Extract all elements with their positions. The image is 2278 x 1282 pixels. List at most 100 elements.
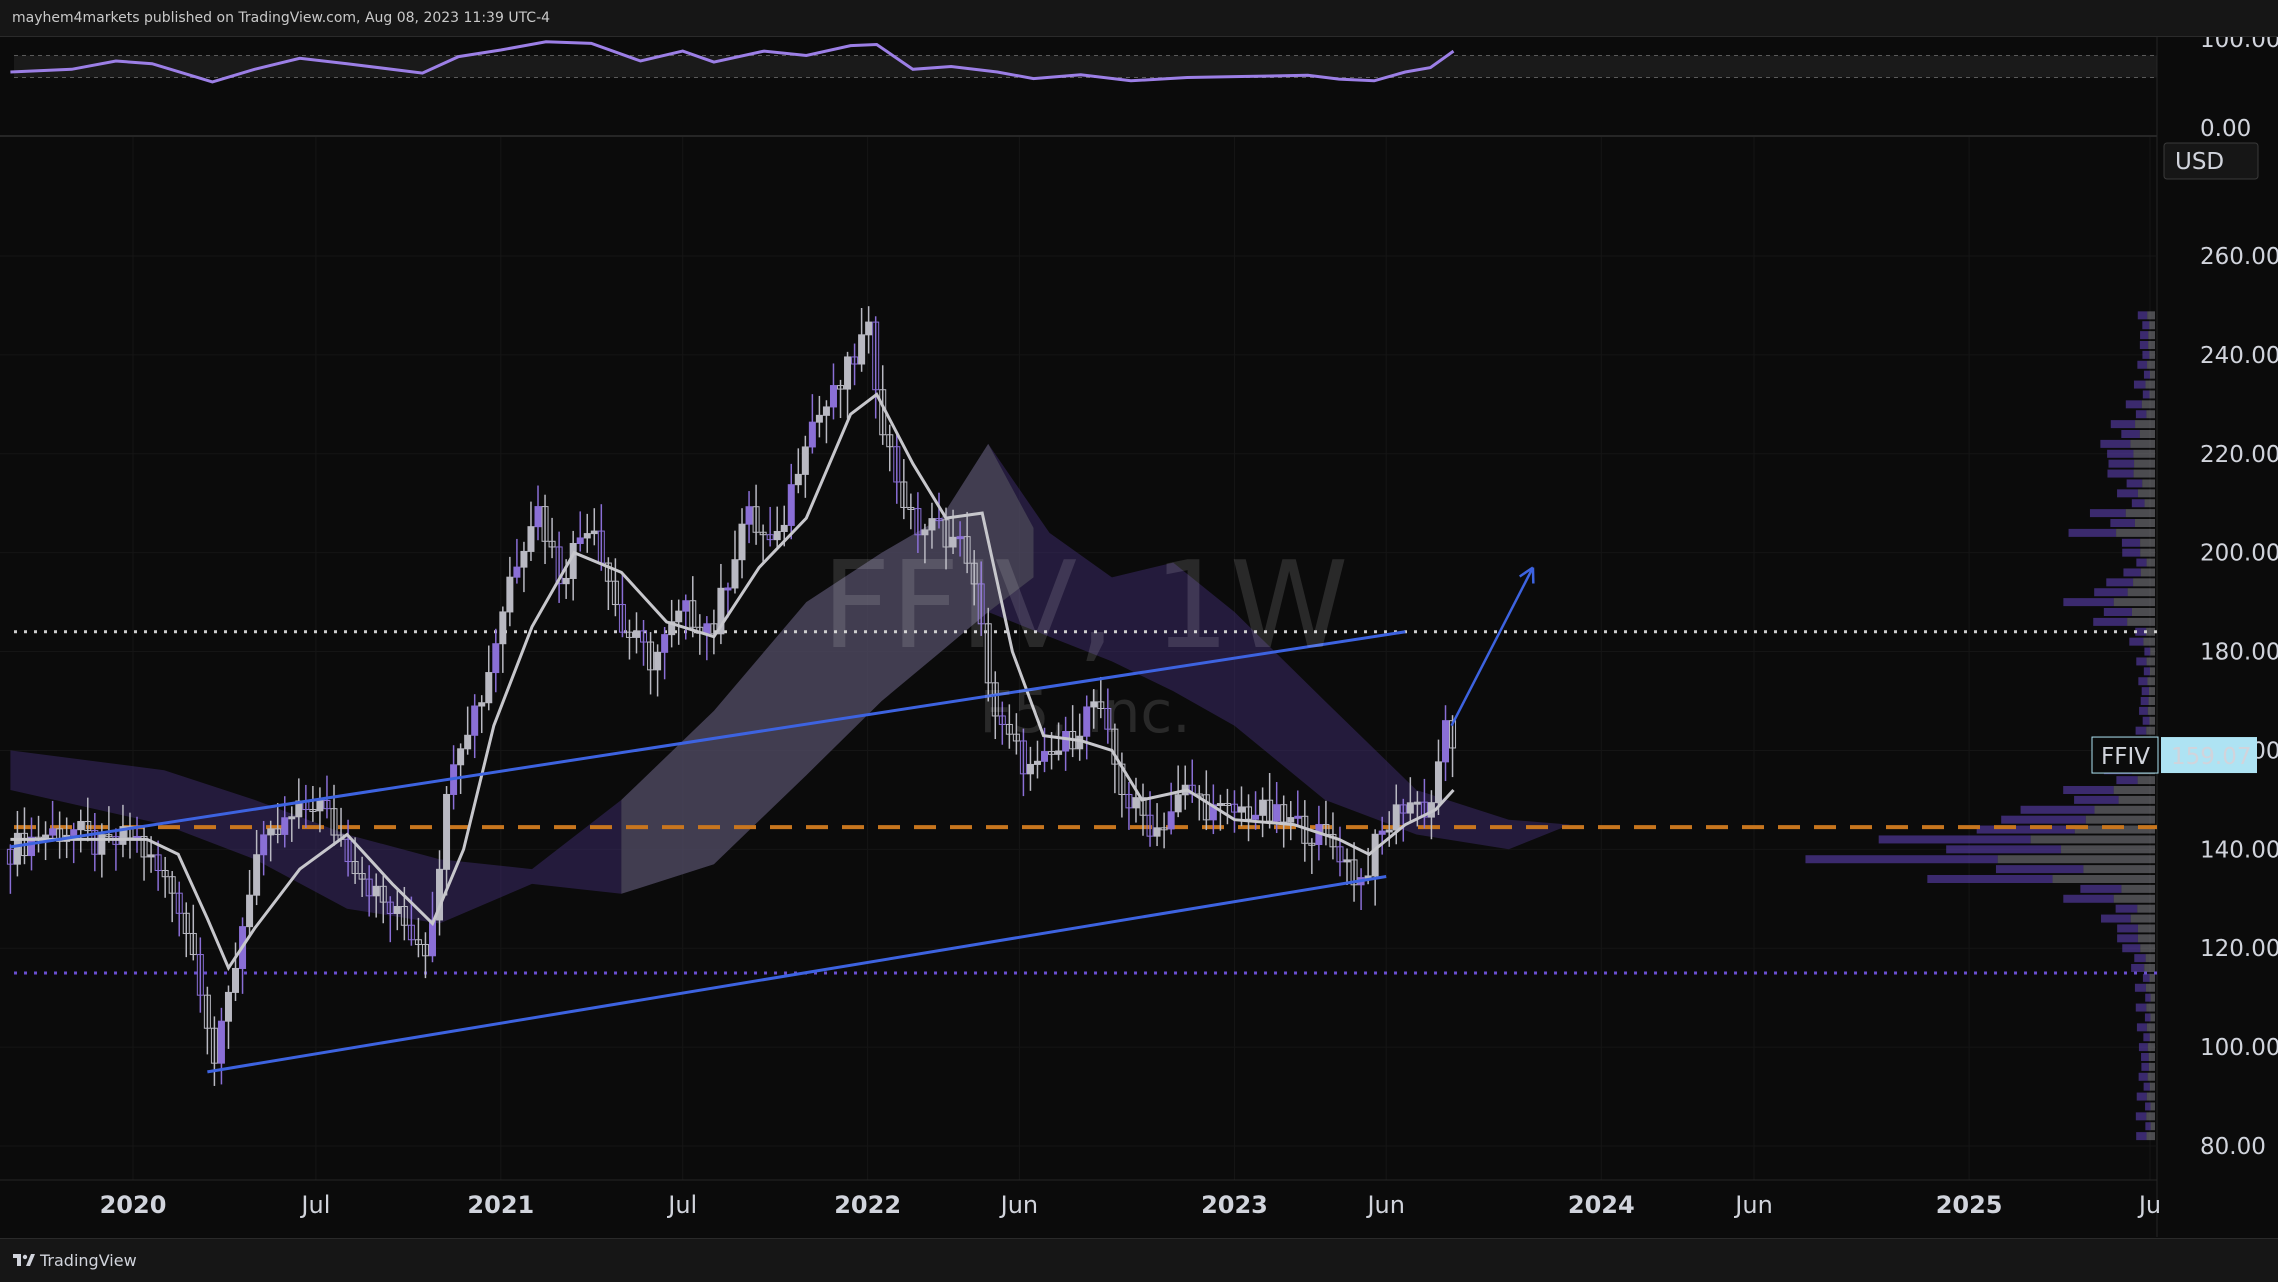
profile-bar-sell bbox=[2134, 460, 2155, 468]
candle-body bbox=[465, 735, 471, 749]
candle-body bbox=[521, 551, 527, 567]
profile-bar-sell bbox=[2128, 588, 2155, 596]
candle-body bbox=[1393, 805, 1399, 830]
profile-bar-buy bbox=[2074, 796, 2119, 804]
profile-bar-buy bbox=[2122, 549, 2140, 557]
date-tick-label: Jun bbox=[999, 1191, 1039, 1219]
profile-bar-buy bbox=[2140, 341, 2148, 349]
profile-bar-buy bbox=[2131, 964, 2144, 972]
profile-bar-sell bbox=[2146, 410, 2155, 418]
profile-bar-sell bbox=[2114, 895, 2155, 903]
date-tick-label: Ju bbox=[2137, 1191, 2161, 1219]
candle-body bbox=[725, 588, 731, 590]
candle-body bbox=[1175, 795, 1181, 812]
profile-bar-buy bbox=[2136, 657, 2146, 665]
profile-bar-sell bbox=[2133, 450, 2155, 458]
profile-bar-sell bbox=[2121, 885, 2155, 893]
date-tick-label: 2020 bbox=[100, 1191, 167, 1219]
candle-body bbox=[1414, 802, 1420, 804]
candle-body bbox=[1027, 764, 1033, 773]
candle-body bbox=[929, 519, 935, 530]
profile-bar-sell bbox=[2140, 430, 2155, 438]
candle-body bbox=[1407, 803, 1413, 813]
profile-bar-sell bbox=[2114, 598, 2155, 606]
profile-bar-buy bbox=[2063, 895, 2113, 903]
profile-bar-sell bbox=[2130, 440, 2155, 448]
profile-bar-sell bbox=[2146, 727, 2155, 735]
profile-bar-sell bbox=[2127, 618, 2155, 626]
candle-body bbox=[247, 895, 253, 926]
profile-bar-sell bbox=[2135, 519, 2155, 527]
candle-body bbox=[830, 386, 836, 407]
profile-bar-buy bbox=[1946, 845, 2061, 853]
publish-info: mayhem4markets published on TradingView.… bbox=[12, 10, 550, 26]
profile-bar-buy bbox=[2136, 1004, 2147, 1012]
profile-bar-sell bbox=[2146, 954, 2155, 962]
candle-body bbox=[577, 538, 583, 544]
profile-bar-sell bbox=[2138, 934, 2155, 942]
candle-body bbox=[78, 822, 84, 830]
profile-bar-buy bbox=[2116, 776, 2137, 784]
tradingview-logo-icon bbox=[13, 1252, 35, 1268]
candle-body bbox=[563, 578, 569, 583]
profile-bar-buy bbox=[2116, 905, 2138, 913]
profile-bar-sell bbox=[2149, 351, 2155, 359]
profile-bar-buy bbox=[2063, 786, 2113, 794]
candle-body bbox=[1056, 751, 1062, 754]
profile-bar-buy bbox=[2143, 717, 2150, 725]
candle-body bbox=[788, 485, 794, 526]
profile-bar-sell bbox=[2149, 321, 2155, 329]
profile-bar-sell bbox=[2147, 1132, 2155, 1140]
candle-body bbox=[816, 415, 822, 422]
profile-bar-sell bbox=[2151, 1122, 2155, 1130]
profile-bar-buy bbox=[2139, 707, 2148, 715]
profile-bar-buy bbox=[2136, 727, 2147, 735]
profile-bar-buy bbox=[2109, 460, 2135, 468]
profile-bar-sell bbox=[2147, 311, 2155, 319]
candle-body bbox=[1295, 816, 1301, 818]
candle-body bbox=[535, 507, 541, 527]
candle-body bbox=[282, 818, 288, 835]
candle-body bbox=[514, 567, 520, 577]
candle-body bbox=[254, 855, 260, 895]
candle-body bbox=[1379, 831, 1385, 834]
profile-bar-buy bbox=[2111, 420, 2135, 428]
candle-body bbox=[859, 335, 865, 364]
profile-bar-buy bbox=[2123, 568, 2140, 576]
profile-bar-buy bbox=[2106, 578, 2133, 586]
profile-bar-buy bbox=[2139, 1073, 2148, 1081]
profile-bar-sell bbox=[2150, 648, 2155, 656]
footer-bar: TradingView bbox=[0, 1238, 2278, 1282]
profile-bar-sell bbox=[2142, 400, 2155, 408]
candle-body bbox=[655, 652, 661, 670]
profile-bar-buy bbox=[2143, 390, 2150, 398]
profile-bar-sell bbox=[2150, 390, 2155, 398]
profile-bar-sell bbox=[2150, 974, 2155, 982]
profile-bar-buy bbox=[2142, 687, 2149, 695]
profile-bar-sell bbox=[2146, 381, 2155, 389]
candle-body bbox=[704, 624, 710, 634]
price-tick-label: 200.00 bbox=[2200, 541, 2278, 567]
candle-body bbox=[866, 322, 872, 335]
candle-body bbox=[289, 817, 295, 819]
candle-body bbox=[1253, 815, 1259, 819]
candle-body bbox=[584, 534, 590, 538]
profile-bar-sell bbox=[2147, 1023, 2155, 1031]
candle-body bbox=[50, 829, 56, 835]
candle-body bbox=[1042, 752, 1048, 762]
candle-body bbox=[458, 749, 464, 765]
price-tick-label: 120.00 bbox=[2200, 936, 2278, 962]
date-tick-label: Jul bbox=[299, 1191, 330, 1219]
profile-bar-buy bbox=[2138, 311, 2147, 319]
candle-body bbox=[1344, 860, 1350, 862]
profile-bar-buy bbox=[2117, 934, 2138, 942]
date-tick-label: 2023 bbox=[1201, 1191, 1268, 1219]
date-tick-label: 2022 bbox=[834, 1191, 901, 1219]
profile-bar-sell bbox=[2144, 964, 2155, 972]
date-tick-label: Jun bbox=[1365, 1191, 1405, 1219]
profile-bar-sell bbox=[2149, 697, 2155, 705]
price-tick-label: 140.00 bbox=[2200, 837, 2278, 863]
candle-body bbox=[1372, 834, 1378, 876]
date-tick-label: 2024 bbox=[1568, 1191, 1635, 1219]
